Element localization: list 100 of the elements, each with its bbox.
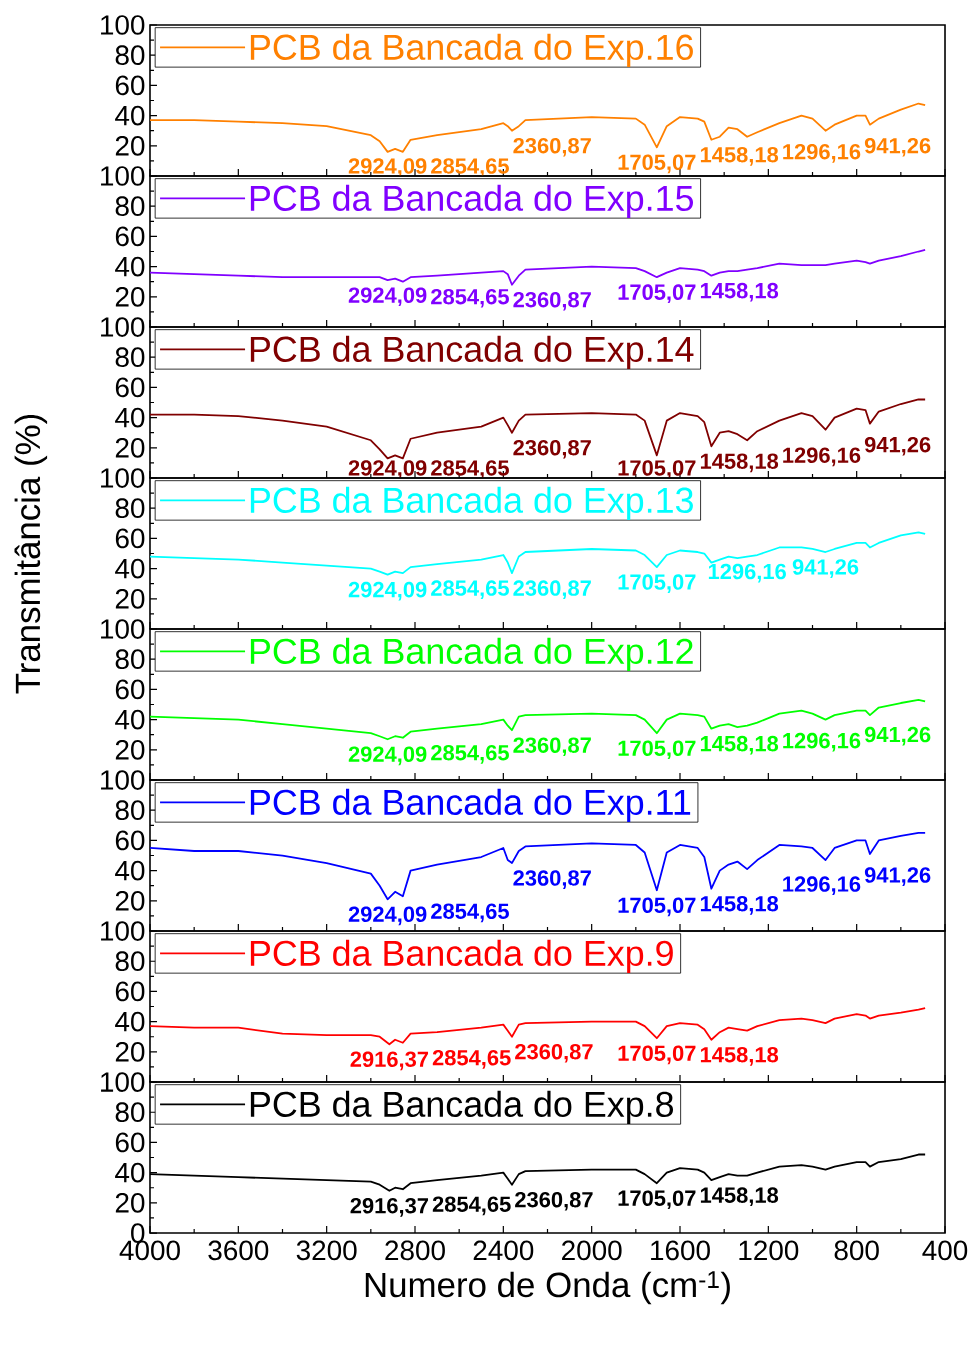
y-tick-label: 100 xyxy=(101,15,145,35)
y-tick-label: 20 xyxy=(115,890,145,911)
x-tick-label: 2400 xyxy=(473,1240,534,1261)
annotation: 1705,07 xyxy=(618,1045,696,1065)
y-tick-label: 40 xyxy=(115,860,145,881)
annotation: 941,26 xyxy=(792,559,859,578)
y-tick-label: 40 xyxy=(115,1162,145,1183)
y-tick-label: 60 xyxy=(115,1132,145,1153)
y-axis-title: Transmitância (%) xyxy=(14,414,48,694)
y-tick-label: 60 xyxy=(115,981,145,1002)
annotation: 2360,87 xyxy=(513,291,591,311)
annotation: 1296,16 xyxy=(783,447,861,467)
y-tick-label: 40 xyxy=(115,407,145,428)
line-series xyxy=(149,1007,927,1046)
legend-label: PCB da Bancada do Exp.8 xyxy=(250,1090,674,1125)
annotation: 2924,09 xyxy=(348,158,427,177)
y-tick-label: 60 xyxy=(115,528,145,549)
annotation: 1705,07 xyxy=(618,740,696,760)
y-tick-label: 80 xyxy=(115,45,145,66)
annotation: 2360,87 xyxy=(513,580,591,600)
annotation: 2360,87 xyxy=(515,1043,593,1063)
y-tick-label: 60 xyxy=(115,830,145,851)
annotation: 941,26 xyxy=(864,726,931,746)
y-tick-label: 20 xyxy=(115,1192,145,1213)
legend-label: PCB da Bancada do Exp.16 xyxy=(250,33,693,68)
y-tick-label: 80 xyxy=(115,1102,145,1123)
annotation: 2924,09 xyxy=(348,581,427,601)
annotation: 1458,18 xyxy=(700,282,779,302)
x-tick-label: 400 xyxy=(922,1240,968,1261)
annotation: 2916,37 xyxy=(350,1051,429,1071)
annotation: 1458,18 xyxy=(700,453,779,473)
annotation: 1705,07 xyxy=(618,284,696,304)
x-axis-title: Numero de Onda (cm$^{-1}$) xyxy=(365,1271,730,1305)
y-tick-label: 40 xyxy=(115,1011,145,1032)
annotation: 1296,16 xyxy=(708,563,786,583)
annotation: 2360,87 xyxy=(513,137,591,157)
annotation: 941,26 xyxy=(864,137,931,157)
annotation: 2924,09 xyxy=(348,746,427,766)
annotation: 2924,09 xyxy=(348,287,427,307)
annotation: 1296,16 xyxy=(783,732,861,752)
annotation: 1705,07 xyxy=(618,1190,696,1210)
annotation: 1458,18 xyxy=(700,146,779,166)
annotation: 1296,16 xyxy=(783,143,861,163)
y-tick-label: 60 xyxy=(115,377,145,398)
y-tick-label: 40 xyxy=(115,558,145,579)
annotation: 2854,65 xyxy=(431,744,509,764)
y-tick-label: 80 xyxy=(115,800,145,821)
legend-label: PCB da Bancada do Exp.11 xyxy=(250,788,691,823)
y-tick-label: 20 xyxy=(115,588,145,609)
legend-label: PCB da Bancada do Exp.12 xyxy=(250,637,693,672)
y-tick-label: 40 xyxy=(115,256,145,277)
y-tick-label: 100 xyxy=(101,921,145,941)
annotation: 1705,07 xyxy=(618,154,696,174)
annotation: 2854,65 xyxy=(432,1049,511,1069)
annotation: 1705,07 xyxy=(618,574,696,593)
x-tick-label: 2800 xyxy=(385,1240,445,1261)
x-tick-label: 800 xyxy=(834,1240,879,1261)
y-tick-label: 60 xyxy=(115,679,145,700)
annotation: 941,26 xyxy=(864,436,931,456)
annotation: 1458,18 xyxy=(700,1046,779,1066)
annotation: 941,26 xyxy=(864,867,931,886)
annotation: 2854,65 xyxy=(431,460,509,479)
annotation: 2360,87 xyxy=(513,870,591,889)
y-tick-label: 80 xyxy=(115,649,145,670)
y-tick-label: 100 xyxy=(101,770,145,790)
annotation: 1296,16 xyxy=(783,876,861,895)
y-tick-label: 40 xyxy=(115,709,145,730)
y-tick-label: 60 xyxy=(115,75,145,96)
x-tick-label: 1200 xyxy=(739,1240,799,1261)
y-tick-label: 80 xyxy=(115,498,145,519)
annotation: 1458,18 xyxy=(700,1187,779,1207)
annotation: 2854,65 xyxy=(431,158,509,177)
legend-label: PCB da Bancada do Exp.13 xyxy=(250,486,693,521)
legend-label: PCB da Bancada do Exp.14 xyxy=(250,335,694,370)
annotation: 1705,07 xyxy=(618,897,696,917)
y-tick-label: 80 xyxy=(115,951,145,972)
annotation: 1458,18 xyxy=(700,895,779,915)
y-tick-label: 100 xyxy=(101,317,145,337)
y-tick-label: 20 xyxy=(115,286,145,307)
annotation: 1458,18 xyxy=(700,735,779,755)
annotation: 1705,07 xyxy=(618,460,696,479)
y-tick-label: 100 xyxy=(101,166,145,186)
annotation: 2360,87 xyxy=(513,737,591,757)
y-tick-label: 100 xyxy=(101,1072,145,1092)
annotation: 2924,09 xyxy=(348,906,427,926)
y-tick-label: 20 xyxy=(115,739,145,760)
y-tick-label: 20 xyxy=(115,437,145,458)
x-tick-label: 3600 xyxy=(208,1240,269,1261)
x-tick-label: 1600 xyxy=(651,1240,710,1261)
y-tick-label: 80 xyxy=(115,196,145,217)
annotation: 2854,65 xyxy=(431,288,509,308)
y-tick-label: 100 xyxy=(101,468,145,488)
legend-label: PCB da Bancada do Exp.15 xyxy=(250,184,694,219)
y-tick-label: 40 xyxy=(115,105,145,126)
y-tick-label: 20 xyxy=(115,1041,145,1062)
y-tick-label: 100 xyxy=(101,619,145,639)
annotation: 2854,65 xyxy=(432,1196,511,1216)
annotation: 2360,87 xyxy=(513,439,591,459)
annotation: 2854,65 xyxy=(431,903,509,923)
y-tick-label: 20 xyxy=(115,135,145,156)
